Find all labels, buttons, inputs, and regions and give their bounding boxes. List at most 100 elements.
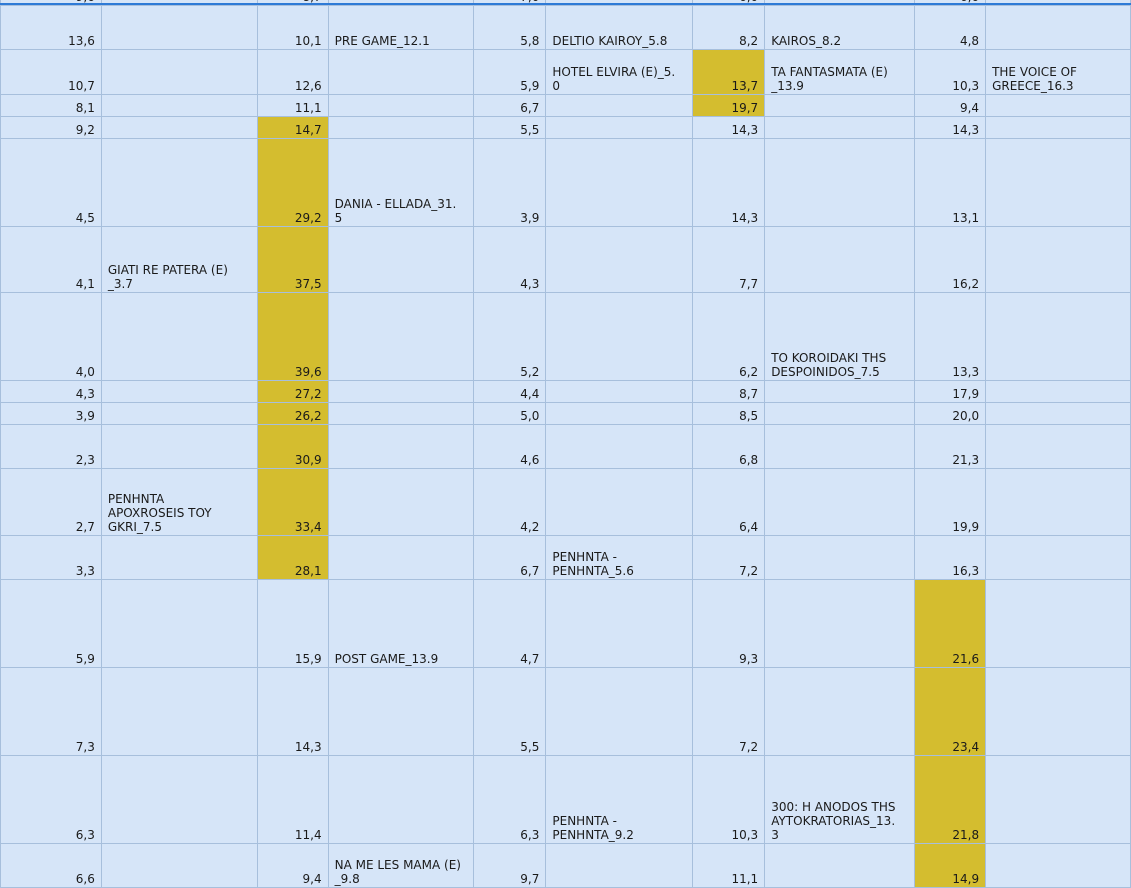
program-cell[interactable] xyxy=(764,579,916,668)
rating-cell[interactable]: 5,5 xyxy=(473,116,547,139)
program-cell[interactable] xyxy=(100,116,258,139)
rating-cell[interactable]: 16,2 xyxy=(914,226,987,293)
program-cell[interactable] xyxy=(985,94,1131,117)
rating-cell[interactable]: 3,3 xyxy=(0,535,102,580)
program-cell[interactable] xyxy=(327,424,475,469)
program-cell[interactable]: PENHNTA - PENHNTA_9.2 xyxy=(545,755,694,844)
program-cell[interactable]: PENHNTA - PENHNTA_5.6 xyxy=(545,535,694,580)
rating-cell[interactable]: 5,8 xyxy=(473,5,547,50)
rating-cell[interactable]: 9,2 xyxy=(0,116,102,139)
program-cell[interactable] xyxy=(545,138,694,227)
rating-cell[interactable]: 26,2 xyxy=(256,402,329,425)
program-cell[interactable] xyxy=(327,94,475,117)
program-cell[interactable] xyxy=(985,535,1131,580)
rating-cell[interactable]: 7,2 xyxy=(692,535,766,580)
program-cell[interactable] xyxy=(764,94,916,117)
rating-cell[interactable]: 4,3 xyxy=(473,226,547,293)
program-cell[interactable] xyxy=(327,116,475,139)
program-cell[interactable] xyxy=(100,380,258,403)
program-cell[interactable] xyxy=(545,424,694,469)
rating-cell[interactable]: 4,5 xyxy=(0,138,102,227)
rating-cell[interactable]: 8,2 xyxy=(692,5,766,50)
program-cell[interactable]: KAIROS_8.2 xyxy=(764,5,916,50)
program-cell[interactable]: NA ME LES MAMA (E) _9.8 xyxy=(327,843,475,888)
rating-cell[interactable]: 4,1 xyxy=(0,226,102,293)
program-cell[interactable] xyxy=(545,579,694,668)
rating-cell[interactable]: 23,4 xyxy=(914,667,987,756)
program-cell[interactable]: HOTEL ELVIRA (E)_5. 0 xyxy=(545,49,694,95)
rating-cell[interactable]: 11,1 xyxy=(692,843,766,888)
rating-cell[interactable]: 14,3 xyxy=(256,667,329,756)
program-cell[interactable]: DANIA - ELLADA_31. 5 xyxy=(327,138,475,227)
program-cell[interactable] xyxy=(985,667,1131,756)
program-cell[interactable] xyxy=(545,94,694,117)
rating-cell[interactable]: 9,4 xyxy=(914,94,987,117)
program-cell[interactable] xyxy=(545,667,694,756)
rating-cell[interactable]: 5,9 xyxy=(0,579,102,668)
rating-cell[interactable]: 4,2 xyxy=(473,468,547,536)
program-cell[interactable] xyxy=(764,667,916,756)
rating-cell[interactable]: 5,5 xyxy=(473,667,547,756)
rating-cell[interactable]: 13,6 xyxy=(0,5,102,50)
program-cell[interactable] xyxy=(985,843,1131,888)
rating-cell[interactable]: 8,7 xyxy=(692,380,766,403)
rating-cell[interactable]: 14,7 xyxy=(256,116,329,139)
rating-cell[interactable]: 4,7 xyxy=(473,579,547,668)
program-cell[interactable]: THE VOICE OF GREECE_16.3 xyxy=(985,49,1131,95)
rating-cell[interactable]: 11,1 xyxy=(256,94,329,117)
program-cell[interactable] xyxy=(985,380,1131,403)
rating-cell[interactable]: 3,9 xyxy=(0,402,102,425)
program-cell[interactable] xyxy=(100,138,258,227)
rating-cell[interactable]: 14,9 xyxy=(914,843,987,888)
rating-cell[interactable]: 8,1 xyxy=(0,94,102,117)
rating-cell[interactable]: 6,4 xyxy=(692,468,766,536)
program-cell[interactable] xyxy=(985,755,1131,844)
program-cell[interactable] xyxy=(985,402,1131,425)
rating-cell[interactable]: 9,7 xyxy=(473,843,547,888)
program-cell[interactable] xyxy=(764,535,916,580)
rating-cell[interactable]: 13,7 xyxy=(692,49,766,95)
rating-cell[interactable]: 17,9 xyxy=(914,380,987,403)
rating-cell[interactable]: 11,4 xyxy=(256,755,329,844)
program-cell[interactable] xyxy=(985,468,1131,536)
program-cell[interactable] xyxy=(100,843,258,888)
rating-cell[interactable]: 33,4 xyxy=(256,468,329,536)
rating-cell[interactable]: 37,5 xyxy=(256,226,329,293)
program-cell[interactable] xyxy=(100,49,258,95)
rating-cell[interactable]: 6,6 xyxy=(0,843,102,888)
rating-cell[interactable]: 5,9 xyxy=(473,49,547,95)
rating-cell[interactable]: 7,7 xyxy=(692,226,766,293)
rating-cell[interactable]: 14,3 xyxy=(914,116,987,139)
program-cell[interactable] xyxy=(100,94,258,117)
program-cell[interactable]: PRE GAME_12.1 xyxy=(327,5,475,50)
program-cell[interactable] xyxy=(100,579,258,668)
program-cell[interactable] xyxy=(545,402,694,425)
rating-cell[interactable]: 4,3 xyxy=(0,380,102,403)
rating-cell[interactable]: 6,7 xyxy=(473,535,547,580)
rating-cell[interactable]: 10,3 xyxy=(692,755,766,844)
program-cell[interactable] xyxy=(545,468,694,536)
program-cell[interactable] xyxy=(100,5,258,50)
rating-cell[interactable]: 4,4 xyxy=(473,380,547,403)
program-cell[interactable] xyxy=(985,138,1131,227)
program-cell[interactable] xyxy=(985,116,1131,139)
rating-cell[interactable]: 6,8 xyxy=(692,424,766,469)
rating-cell[interactable]: 16,3 xyxy=(914,535,987,580)
program-cell[interactable] xyxy=(327,667,475,756)
rating-cell[interactable]: 7,3 xyxy=(0,667,102,756)
rating-cell[interactable]: 6,3 xyxy=(0,755,102,844)
rating-cell[interactable]: 10,3 xyxy=(914,49,987,95)
program-cell[interactable] xyxy=(764,424,916,469)
rating-cell[interactable]: 19,7 xyxy=(692,94,766,117)
program-cell[interactable] xyxy=(545,292,694,381)
program-cell[interactable]: POST GAME_13.9 xyxy=(327,579,475,668)
rating-cell[interactable]: 21,8 xyxy=(914,755,987,844)
program-cell[interactable] xyxy=(764,468,916,536)
program-cell[interactable] xyxy=(985,292,1131,381)
rating-cell[interactable]: 10,7 xyxy=(0,49,102,95)
program-cell[interactable] xyxy=(764,116,916,139)
rating-cell[interactable]: 4,8 xyxy=(914,5,987,50)
rating-cell[interactable]: 39,6 xyxy=(256,292,329,381)
program-cell[interactable] xyxy=(545,226,694,293)
program-cell[interactable]: 300: H ANODOS THS AYTOKRATORIAS_13. 3 xyxy=(764,755,916,844)
